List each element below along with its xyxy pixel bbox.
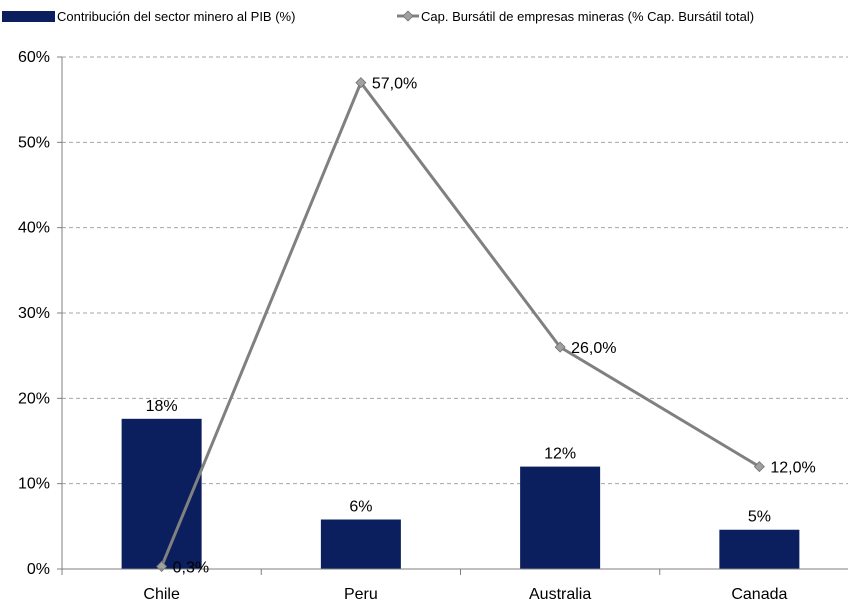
bar-series xyxy=(121,418,800,569)
y-axis-tick-labels: 0% 10% 20% 30% 40% 50% 60% xyxy=(18,49,50,578)
bar xyxy=(121,418,202,569)
bar xyxy=(520,466,601,569)
line-value-label: 0,3% xyxy=(173,559,209,576)
line-point-marker xyxy=(753,461,765,473)
y-axis-tick-label: 50% xyxy=(18,134,50,151)
line-point-marker xyxy=(355,77,367,89)
y-axis-tick-label: 20% xyxy=(18,390,50,407)
y-axis-tick-label: 60% xyxy=(18,49,50,66)
line-value-label: 26,0% xyxy=(571,340,616,357)
legend-bar-swatch xyxy=(2,11,55,22)
line-point-marker xyxy=(554,341,566,353)
bar-value-label: 5% xyxy=(748,509,771,526)
y-axis-tick-label: 40% xyxy=(18,220,50,237)
x-axis-category-label: Canada xyxy=(731,586,787,603)
legend: Contribución del sector minero al PIB (%… xyxy=(2,9,754,24)
x-axis-category-label: Chile xyxy=(143,586,180,603)
line-series-path xyxy=(160,81,761,568)
line-value-label: 57,0% xyxy=(372,76,417,93)
y-axis-tick-label: 30% xyxy=(18,305,50,322)
legend-line-marker-icon xyxy=(402,10,414,22)
axes xyxy=(57,56,848,575)
line-value-label: 12,0% xyxy=(770,460,815,477)
legend-line-label: Cap. Bursátil de empresas mineras (% Cap… xyxy=(421,9,754,24)
bar xyxy=(719,529,800,569)
line-series xyxy=(156,77,765,572)
bar-value-label: 12% xyxy=(544,446,576,463)
x-axis-category-label: Peru xyxy=(344,586,378,603)
bar-value-label: 6% xyxy=(349,499,372,516)
x-axis-category-label: Australia xyxy=(529,586,591,603)
y-axis-tick-label: 10% xyxy=(18,476,50,493)
gridlines xyxy=(62,56,848,485)
bar xyxy=(320,519,401,569)
y-axis-tick-label: 0% xyxy=(27,561,50,578)
legend-bar-label: Contribución del sector minero al PIB (%… xyxy=(57,9,295,24)
bar-value-label: 18% xyxy=(146,398,178,415)
data-labels: 18% 6% 12% 5% 0,3% 57,0% 26,0% 12,0% xyxy=(146,76,816,577)
x-axis-tick-labels: Chile Peru Australia Canada xyxy=(143,586,787,603)
